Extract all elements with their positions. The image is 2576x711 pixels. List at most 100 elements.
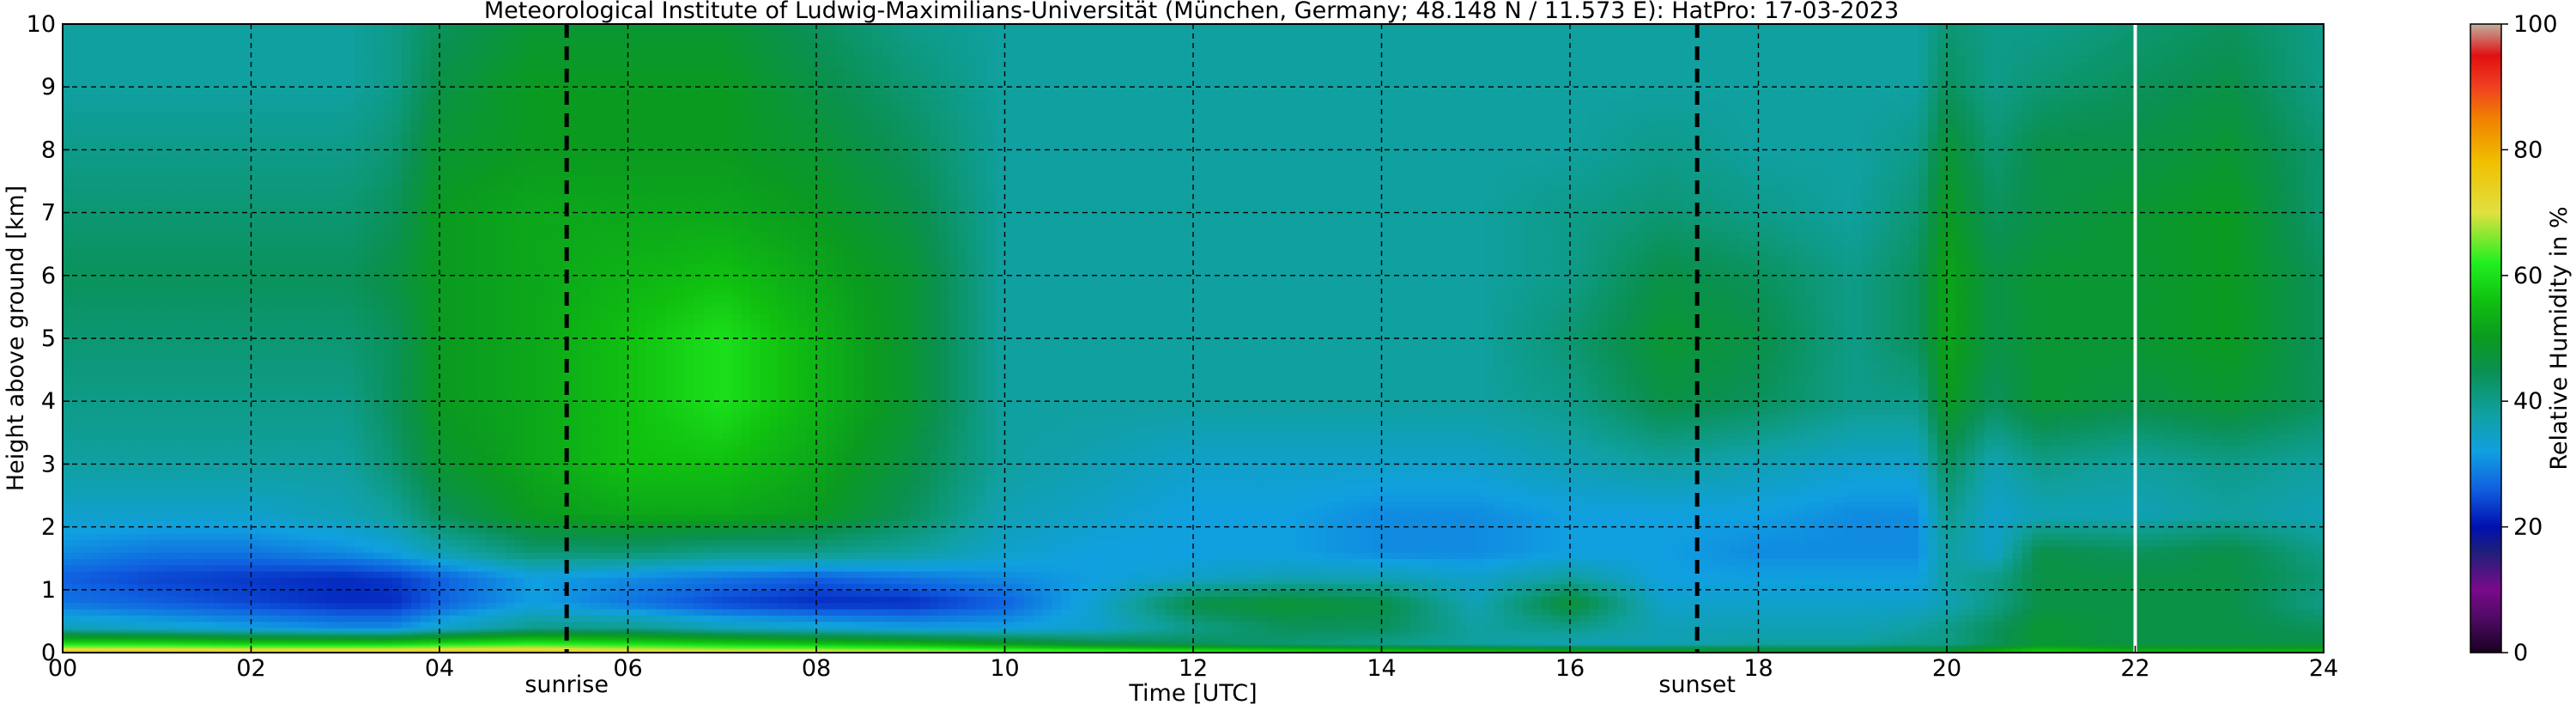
heatmap-cell — [71, 564, 82, 572]
heatmap-cell — [298, 615, 309, 623]
heatmap-cell — [147, 99, 158, 106]
heatmap-cell — [81, 256, 92, 264]
heatmap-cell — [317, 344, 328, 352]
heatmap-cell — [213, 647, 224, 650]
heatmap-cell — [185, 470, 196, 477]
heatmap-cell — [402, 641, 412, 644]
heatmap-cell — [241, 118, 252, 125]
heatmap-cell — [175, 426, 186, 434]
heatmap-cell — [185, 275, 196, 283]
heatmap-cell — [298, 489, 309, 496]
heatmap-cell — [109, 225, 120, 233]
heatmap-cell — [185, 187, 196, 195]
heatmap-cell — [439, 642, 450, 645]
heatmap-cell — [373, 250, 384, 258]
heatmap-cell — [232, 42, 243, 51]
heatmap-cell — [175, 489, 186, 496]
heatmap-cell — [373, 319, 384, 327]
heatmap-cell — [118, 638, 130, 641]
heatmap-cell — [203, 432, 215, 440]
heatmap-cell — [421, 646, 431, 648]
heatmap-cell — [279, 648, 290, 651]
heatmap-cell — [203, 42, 215, 51]
heatmap-cell — [364, 74, 374, 82]
heatmap-cell — [147, 388, 158, 396]
heatmap-cell — [355, 87, 365, 94]
heatmap-cell — [260, 131, 271, 138]
heatmap-cell — [100, 539, 111, 547]
heatmap-cell — [175, 231, 186, 239]
heatmap-cell — [194, 331, 205, 339]
heatmap-cell — [270, 570, 281, 578]
heatmap-cell — [175, 263, 186, 270]
heatmap-cell — [448, 631, 459, 634]
heatmap-cell — [147, 319, 158, 327]
heatmap-cell — [166, 526, 177, 534]
heatmap-cell — [81, 294, 92, 301]
heatmap-cell — [336, 118, 347, 125]
heatmap-cell — [63, 407, 73, 415]
heatmap-cell — [175, 80, 186, 88]
heatmap-cell — [279, 36, 290, 44]
heatmap-cell — [137, 489, 148, 496]
heatmap-cell — [213, 237, 224, 245]
heatmap-cell — [213, 344, 224, 352]
heatmap-cell — [175, 301, 186, 308]
heatmap-cell — [355, 250, 365, 258]
heatmap-cell — [383, 231, 393, 239]
heatmap-cell — [203, 394, 215, 402]
heatmap-cell — [194, 275, 205, 283]
heatmap-cell — [156, 36, 167, 44]
heatmap-cell — [270, 631, 281, 634]
heatmap-cell — [298, 218, 309, 227]
heatmap-cell — [336, 420, 347, 428]
heatmap-cell — [336, 589, 347, 597]
heatmap-cell — [411, 420, 421, 428]
heatmap-cell — [166, 634, 177, 636]
heatmap-cell — [71, 42, 82, 51]
heatmap-cell — [260, 99, 271, 106]
heatmap-cell — [430, 602, 440, 610]
heatmap-cell — [421, 237, 431, 245]
heatmap-cell — [439, 131, 450, 138]
heatmap-cell — [194, 596, 205, 604]
heatmap-cell — [156, 162, 167, 170]
heatmap-cell — [90, 589, 101, 597]
heatmap-cell — [128, 294, 139, 301]
heatmap-cell — [430, 615, 440, 623]
heatmap-cell — [109, 288, 120, 295]
heatmap-cell — [448, 642, 459, 645]
heatmap-cell — [430, 532, 440, 541]
heatmap-cell — [166, 640, 177, 642]
heatmap-cell — [63, 489, 73, 496]
heatmap-cell — [336, 635, 347, 637]
heatmap-cell — [128, 307, 139, 314]
heatmap-cell — [392, 638, 403, 641]
heatmap-cell — [185, 642, 196, 645]
heatmap-cell — [458, 532, 469, 541]
heatmap-cell — [364, 570, 374, 578]
heatmap-cell — [270, 256, 281, 264]
heatmap-cell — [156, 483, 167, 490]
heatmap-cell — [63, 520, 73, 528]
heatmap-cell — [279, 650, 290, 653]
heatmap-cell — [421, 439, 431, 447]
heatmap-cell — [100, 168, 111, 176]
heatmap-cell — [458, 647, 469, 650]
heatmap-cell — [298, 388, 309, 396]
heatmap-cell — [156, 199, 167, 208]
heatmap-cell — [260, 641, 271, 644]
heatmap-cell — [71, 621, 82, 629]
heatmap-cell — [364, 477, 374, 484]
heatmap-cell — [448, 596, 459, 604]
heatmap-cell — [336, 61, 347, 70]
heatmap-cell — [317, 131, 328, 138]
heatmap-cell — [147, 551, 158, 559]
heatmap-cell — [439, 106, 450, 113]
heatmap-cell — [411, 577, 421, 585]
heatmap-cell — [109, 426, 120, 434]
heatmap-cell — [288, 642, 300, 645]
heatmap-cell — [109, 319, 120, 327]
heatmap-cell — [185, 55, 196, 63]
heatmap-cell — [100, 558, 111, 566]
